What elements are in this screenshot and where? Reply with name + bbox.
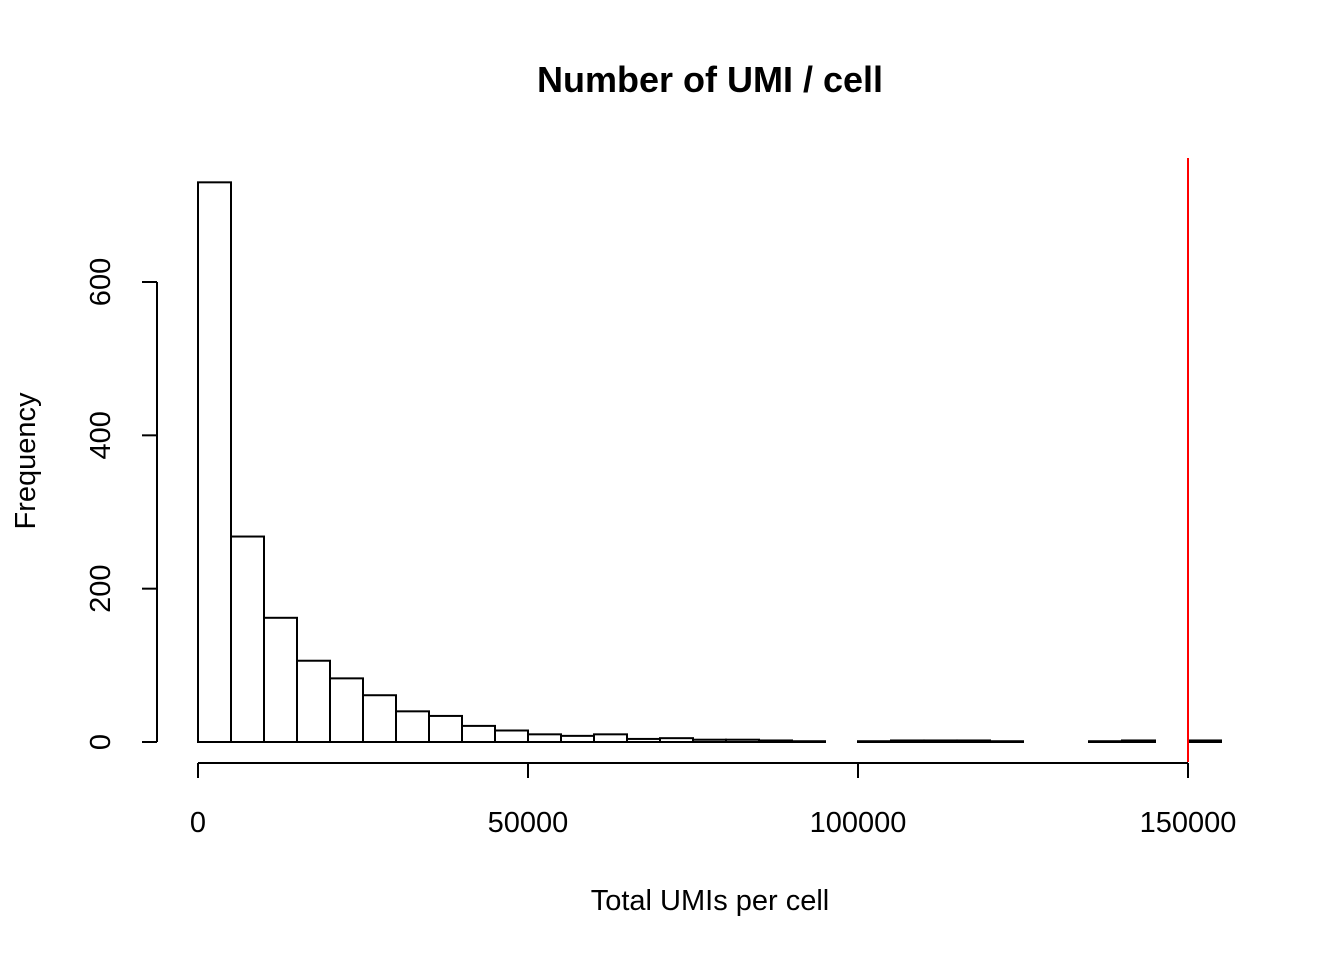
y-tick-label: 600 (85, 258, 117, 306)
x-tick-label: 50000 (488, 807, 569, 839)
histogram-bar (560, 734, 595, 743)
histogram-bar (956, 739, 991, 744)
x-axis: 0 50000 100000 150000 (190, 762, 1237, 839)
histogram-bar (923, 739, 958, 744)
x-tick-label: 150000 (1140, 807, 1237, 839)
histogram-bar (395, 710, 430, 743)
histogram-bar (329, 677, 364, 743)
histogram-bar (593, 733, 628, 743)
histogram-bar (1187, 739, 1222, 744)
histogram-bar (362, 694, 397, 744)
histogram-bar (758, 739, 793, 744)
histogram-bar (626, 737, 661, 744)
y-tick-label: 0 (85, 734, 117, 750)
histogram-bar (890, 739, 925, 744)
histogram-bar (494, 729, 529, 743)
histogram-bar (1121, 739, 1156, 744)
y-axis: 0 200 400 600 (85, 258, 158, 750)
histogram-bar (428, 714, 463, 744)
x-tick-label: 0 (190, 807, 206, 839)
y-tick-label: 400 (85, 411, 117, 459)
histogram-bar (296, 659, 331, 744)
histogram-bar (725, 738, 760, 744)
y-axis-label: Frequency (10, 392, 42, 530)
histogram-bar (230, 535, 265, 743)
histogram-bar (1088, 740, 1123, 744)
histogram-bar (263, 616, 298, 743)
histogram-bar (659, 737, 694, 744)
histogram-bar (461, 724, 496, 744)
histogram-bar (989, 740, 1024, 744)
chart-title: Number of UMI / cell (537, 59, 883, 100)
histogram-bar (857, 740, 892, 744)
y-tick-label: 200 (85, 564, 117, 612)
histogram-bar (527, 733, 562, 743)
x-tick-label: 100000 (810, 807, 907, 839)
histogram-bar (197, 181, 232, 744)
histogram-bar (791, 740, 826, 744)
x-axis-label: Total UMIs per cell (591, 885, 830, 917)
bars-group (197, 181, 1222, 744)
histogram-bar (692, 738, 727, 744)
